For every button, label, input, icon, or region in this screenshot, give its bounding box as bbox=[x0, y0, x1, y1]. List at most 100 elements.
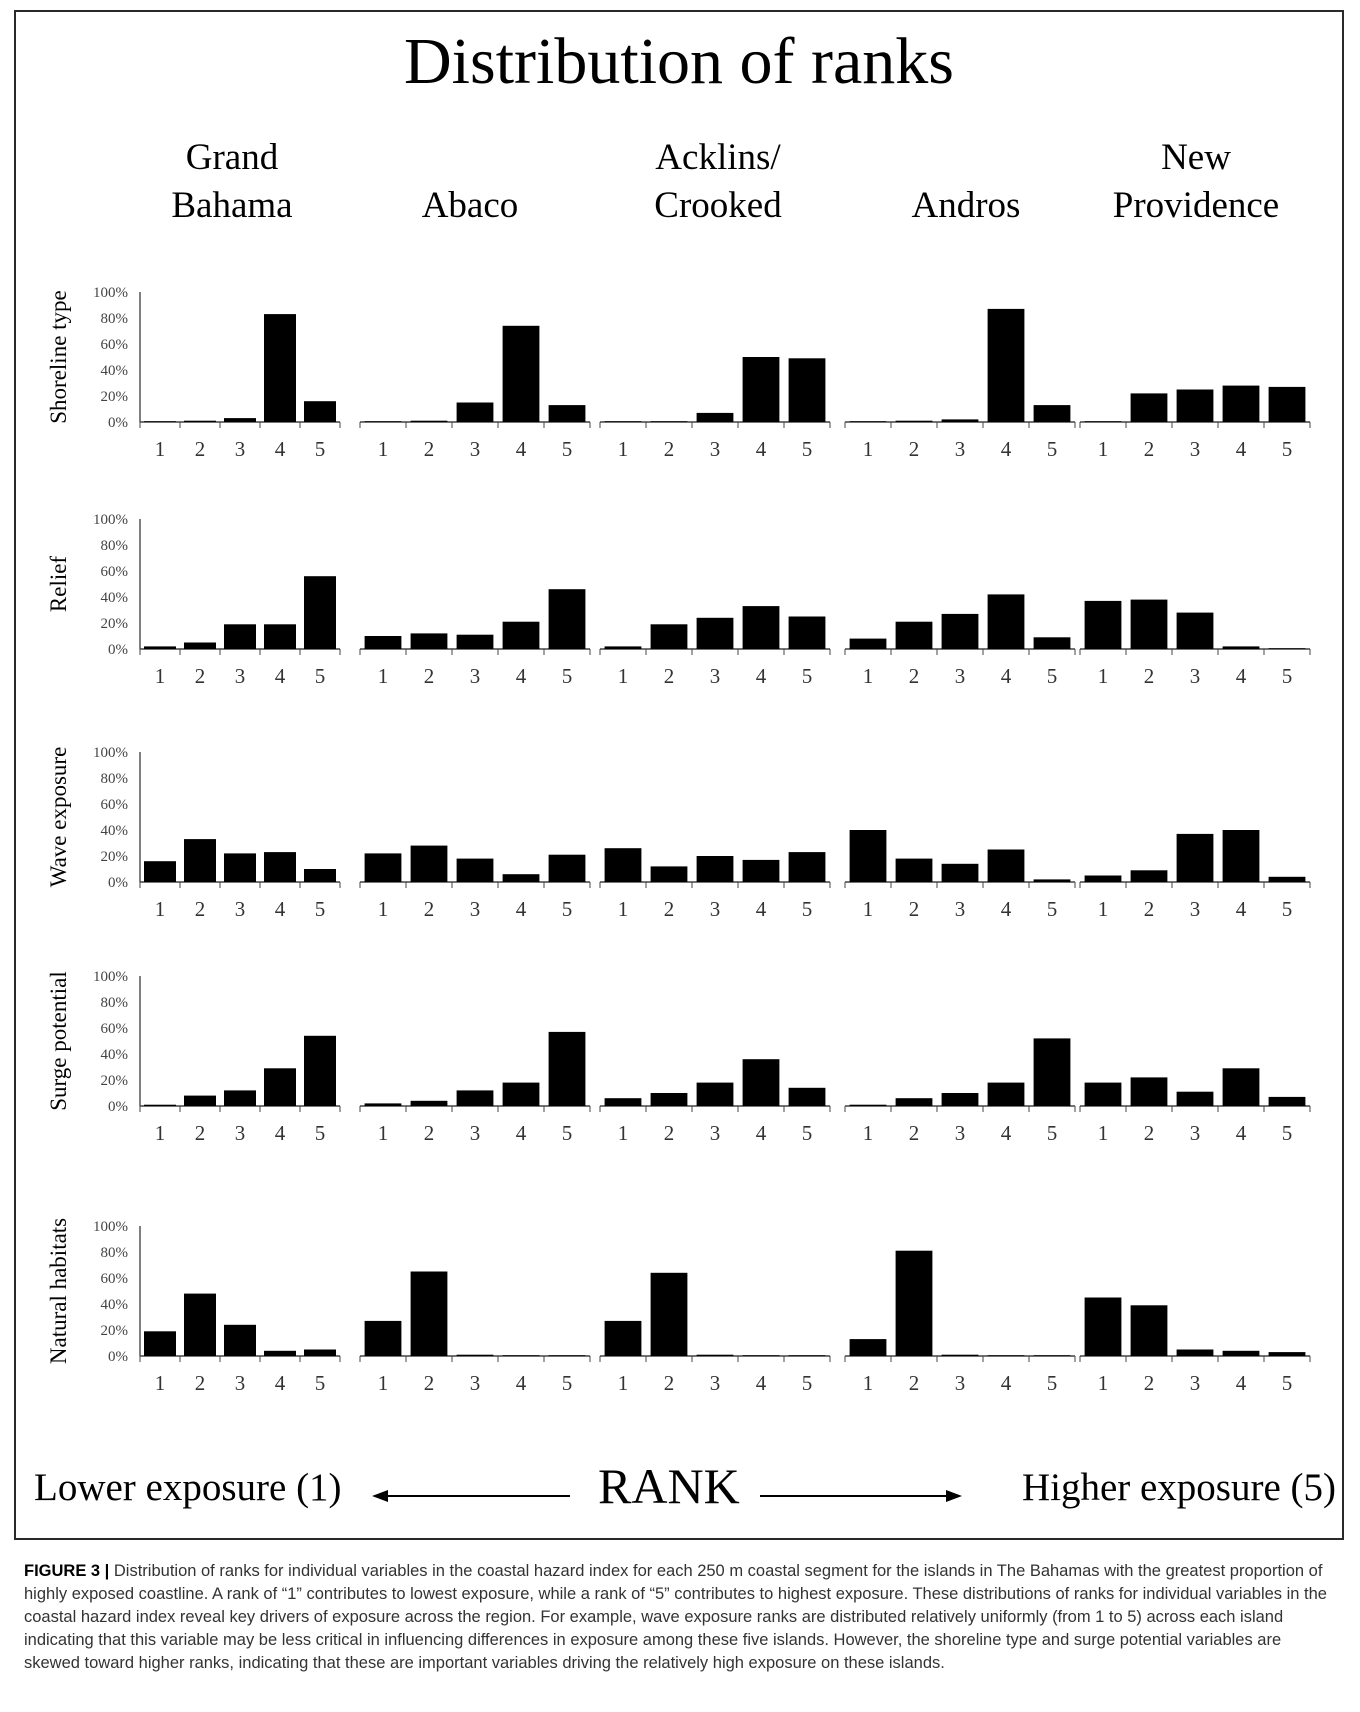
x-tick-label: 1 bbox=[618, 1121, 629, 1145]
caption-text: Distribution of ranks for individual var… bbox=[24, 1562, 1327, 1672]
x-tick-label: 2 bbox=[909, 1121, 920, 1145]
bar bbox=[742, 1355, 780, 1356]
x-tick-label: 2 bbox=[909, 437, 920, 461]
y-tick-label: 0% bbox=[108, 875, 128, 891]
bar bbox=[742, 859, 780, 882]
y-tick-label: 20% bbox=[101, 389, 129, 405]
y-tick-label: 60% bbox=[101, 564, 129, 580]
x-tick-label: 4 bbox=[516, 664, 527, 688]
bar bbox=[895, 621, 933, 649]
variable-label: Wave exposure bbox=[46, 747, 71, 888]
x-tick-label: 4 bbox=[1236, 437, 1247, 461]
y-tick-label: 20% bbox=[101, 616, 129, 632]
bar bbox=[144, 861, 176, 882]
x-tick-label: 5 bbox=[315, 1121, 326, 1145]
x-tick-label: 4 bbox=[275, 437, 286, 461]
x-tick-label: 2 bbox=[1144, 664, 1155, 688]
bar bbox=[604, 646, 642, 649]
island-title-line: Abaco bbox=[421, 185, 519, 226]
bar bbox=[895, 1098, 933, 1106]
bar bbox=[1176, 1091, 1214, 1106]
x-tick-label: 1 bbox=[618, 664, 629, 688]
y-tick-label: 100% bbox=[93, 745, 128, 761]
x-tick-label: 1 bbox=[378, 664, 389, 688]
x-tick-label: 3 bbox=[470, 1371, 481, 1395]
bar bbox=[144, 1104, 176, 1106]
bar bbox=[849, 638, 887, 649]
bar bbox=[184, 1095, 216, 1106]
bar bbox=[1033, 1038, 1071, 1106]
x-tick-label: 5 bbox=[802, 1371, 813, 1395]
island-title-line: Crooked bbox=[654, 185, 782, 226]
bar bbox=[788, 1355, 826, 1356]
x-tick-label: 2 bbox=[195, 437, 206, 461]
bar bbox=[604, 421, 642, 422]
bar bbox=[1033, 637, 1071, 649]
x-tick-label: 2 bbox=[424, 664, 435, 688]
x-tick-label: 5 bbox=[802, 897, 813, 921]
x-tick-label: 1 bbox=[863, 437, 874, 461]
x-tick-label: 4 bbox=[275, 1371, 286, 1395]
x-tick-label: 2 bbox=[664, 1371, 675, 1395]
x-tick-label: 2 bbox=[195, 1371, 206, 1395]
x-tick-label: 3 bbox=[1190, 664, 1201, 688]
x-tick-label: 4 bbox=[756, 437, 767, 461]
bar bbox=[224, 624, 256, 649]
bar bbox=[788, 616, 826, 649]
bar bbox=[1222, 385, 1260, 422]
bar bbox=[987, 1082, 1025, 1106]
caption-label: FIGURE 3 | bbox=[24, 1562, 110, 1580]
x-tick-label: 2 bbox=[424, 1371, 435, 1395]
bar bbox=[144, 646, 176, 649]
x-tick-label: 5 bbox=[562, 897, 573, 921]
bar bbox=[1084, 875, 1122, 882]
bar bbox=[1222, 1350, 1260, 1356]
y-tick-label: 0% bbox=[108, 1099, 128, 1115]
x-tick-label: 1 bbox=[618, 897, 629, 921]
bar bbox=[941, 419, 979, 422]
x-tick-label: 5 bbox=[1282, 664, 1293, 688]
island-title-line: Providence bbox=[1112, 185, 1280, 226]
bar bbox=[788, 852, 826, 882]
bar bbox=[456, 858, 494, 882]
bar bbox=[1033, 879, 1071, 882]
bar bbox=[1130, 1077, 1168, 1106]
x-tick-label: 3 bbox=[1190, 1371, 1201, 1395]
island-title-line: New bbox=[1161, 137, 1231, 178]
x-tick-label: 3 bbox=[955, 897, 966, 921]
bar bbox=[410, 1100, 448, 1106]
x-tick-label: 4 bbox=[1236, 1371, 1247, 1395]
x-tick-label: 3 bbox=[955, 437, 966, 461]
bar bbox=[184, 420, 216, 422]
x-tick-label: 2 bbox=[424, 1121, 435, 1145]
x-tick-label: 5 bbox=[1047, 1121, 1058, 1145]
x-tick-label: 1 bbox=[155, 664, 166, 688]
x-tick-label: 3 bbox=[710, 897, 721, 921]
bar bbox=[1033, 1355, 1071, 1356]
bar bbox=[364, 636, 402, 649]
bar bbox=[895, 420, 933, 422]
bar bbox=[696, 617, 734, 649]
x-tick-label: 5 bbox=[802, 1121, 813, 1145]
bar bbox=[696, 1354, 734, 1356]
bar bbox=[502, 621, 540, 649]
x-tick-label: 2 bbox=[664, 897, 675, 921]
bar bbox=[849, 830, 887, 882]
bar bbox=[224, 1090, 256, 1106]
x-tick-label: 2 bbox=[664, 664, 675, 688]
bar bbox=[264, 852, 296, 882]
left-arrow-head bbox=[372, 1490, 388, 1502]
bar bbox=[987, 308, 1025, 422]
variable-label: Natural habitats bbox=[46, 1218, 71, 1364]
bar bbox=[1033, 405, 1071, 422]
y-tick-label: 100% bbox=[93, 512, 128, 528]
x-tick-label: 2 bbox=[195, 1121, 206, 1145]
y-tick-label: 80% bbox=[101, 771, 129, 787]
x-tick-label: 4 bbox=[516, 1371, 527, 1395]
x-tick-label: 1 bbox=[1098, 1121, 1109, 1145]
bar bbox=[1176, 833, 1214, 882]
x-tick-label: 5 bbox=[1282, 1121, 1293, 1145]
rank-footer: Lower exposure (1) RANK Higher exposure … bbox=[0, 1458, 1360, 1525]
x-tick-label: 2 bbox=[424, 897, 435, 921]
